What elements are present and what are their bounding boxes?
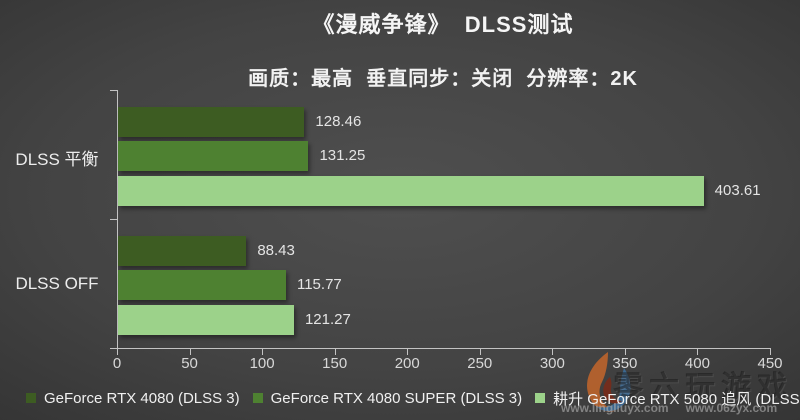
- x-axis-tick-label: 0: [112, 355, 122, 372]
- bar-value-label: 128.46: [315, 112, 362, 130]
- x-axis-tick: [262, 349, 264, 355]
- x-axis-tick-label: 200: [394, 355, 420, 372]
- legend-item: GeForce RTX 4080 SUPER (DLSS 3): [252, 389, 523, 407]
- bar-0-0: [118, 106, 305, 137]
- x-axis-tick: [624, 349, 626, 355]
- legend-item: 耕升 GeForce RTX 5080 追风 (DLSS 4): [535, 388, 800, 409]
- x-axis-tick: [189, 349, 191, 355]
- x-axis-tick: [407, 349, 409, 355]
- chart-subtitle: 画质：最高 垂直同步：关闭 分辨率：2K: [248, 68, 638, 90]
- legend: GeForce RTX 4080 (DLSS 3) GeForce RTX 408…: [26, 388, 800, 408]
- bar-1-1: [118, 270, 286, 300]
- x-axis-tick: [479, 349, 481, 355]
- legend-label: GeForce RTX 4080 (DLSS 3): [44, 389, 240, 407]
- bar-value-label: 403.61: [714, 181, 761, 199]
- category-label: DLSS 平衡: [15, 149, 99, 169]
- legend-label: GeForce RTX 4080 SUPER (DLSS 3): [270, 389, 523, 407]
- x-axis-tick: [770, 349, 771, 355]
- bar-0-2: [118, 175, 704, 206]
- x-axis-tick-label: 150: [322, 355, 348, 372]
- bar-1-0: [118, 235, 247, 266]
- x-axis-tick-label: 100: [249, 355, 275, 372]
- legend-swatch: [535, 393, 546, 403]
- x-axis-tick: [117, 349, 118, 355]
- x-axis-tick: [552, 349, 554, 355]
- y-axis-tick: [110, 90, 117, 91]
- bar-value-label: 131.25: [319, 147, 366, 164]
- x-axis-tick-label: 50: [181, 355, 198, 372]
- x-axis-tick-label: 400: [684, 355, 710, 372]
- y-axis-tick: [110, 219, 117, 220]
- bar-1-2: [118, 304, 294, 335]
- bar-value-label: 115.77: [296, 276, 342, 293]
- bar-value-label: 88.43: [257, 241, 295, 259]
- bar-0-1: [118, 141, 309, 171]
- chart-title: 《漫威争锋》 DLSS测试: [312, 12, 574, 37]
- legend-swatch: [252, 393, 263, 403]
- x-axis-tick: [697, 349, 699, 355]
- x-axis-tick-label: 350: [612, 355, 638, 372]
- plot-area: 128.46 131.25 403.61 88.43 115.77 121.27: [117, 90, 771, 349]
- category-label: DLSS OFF: [15, 273, 99, 293]
- x-axis-tick-label: 450: [757, 355, 783, 372]
- x-axis-tick-label: 250: [467, 355, 493, 372]
- legend-item: GeForce RTX 4080 (DLSS 3): [26, 390, 240, 407]
- x-axis-tick-label: 300: [539, 355, 565, 372]
- y-axis-tick: [110, 348, 117, 349]
- legend-swatch: [26, 393, 36, 403]
- x-axis-tick: [334, 349, 336, 355]
- legend-label: 耕升 GeForce RTX 5080 追风 (DLSS 4): [553, 390, 800, 408]
- bar-value-label: 121.27: [304, 310, 351, 328]
